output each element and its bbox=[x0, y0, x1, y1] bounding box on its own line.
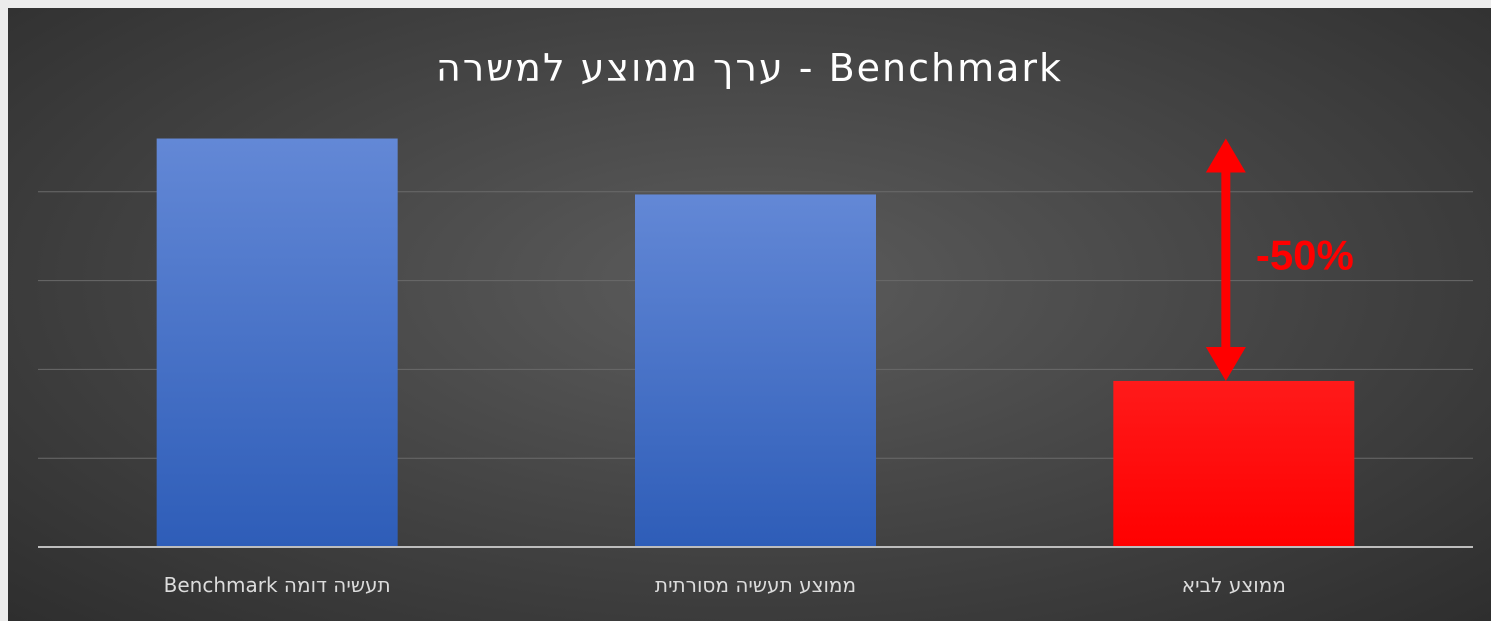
difference-annotation: -50% bbox=[1205, 138, 1354, 381]
bar-3 bbox=[1113, 380, 1355, 547]
category-label-1: תעשיה דומה Benchmark bbox=[164, 573, 391, 597]
category-label-2: ממוצע תעשיה מסורתית bbox=[655, 573, 856, 597]
category-labels: תעשיה דומה Benchmark ממוצע תעשיה מסורתית מ… bbox=[164, 573, 1286, 597]
chart-title: Benchmark - ערך ממוצע למשרה bbox=[435, 46, 1064, 90]
annotation-arrowhead-up bbox=[1205, 138, 1246, 173]
chart-frame: Benchmark - ערך ממוצע למשרה תעשיה דומה B… bbox=[8, 8, 1491, 621]
bar-2 bbox=[635, 194, 876, 548]
bar-chart-plot: תעשיה דומה Benchmark ממוצע תעשיה מסורתית מ… bbox=[38, 138, 1473, 597]
annotation-arrowhead-down bbox=[1205, 346, 1246, 381]
bar-1 bbox=[156, 138, 398, 547]
annotation-label: -50% bbox=[1256, 232, 1354, 279]
bars bbox=[156, 138, 1355, 548]
category-label-3: ממוצע לביא bbox=[1182, 573, 1286, 597]
